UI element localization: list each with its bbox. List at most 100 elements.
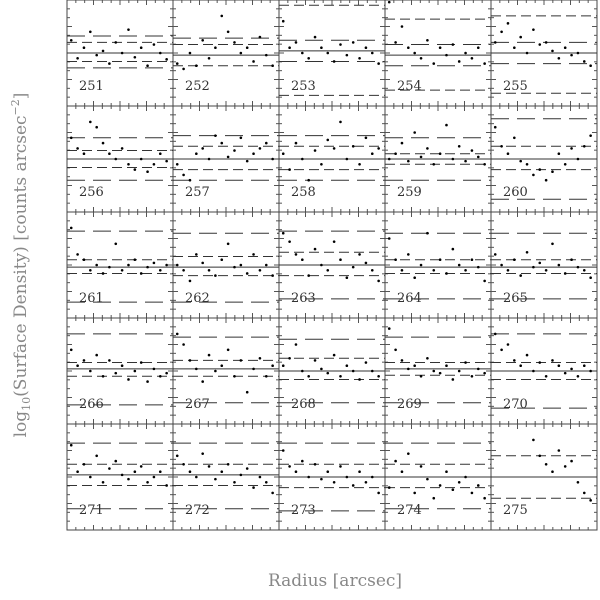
data-point bbox=[394, 258, 397, 262]
data-point bbox=[457, 481, 461, 484]
data-point bbox=[432, 496, 436, 500]
data-point bbox=[120, 473, 124, 477]
data-point bbox=[519, 274, 522, 277]
data-point bbox=[139, 272, 143, 275]
data-point bbox=[407, 253, 410, 256]
data-point bbox=[294, 41, 298, 44]
data-point bbox=[320, 163, 323, 166]
data-point bbox=[377, 375, 380, 378]
data-point bbox=[457, 60, 461, 63]
data-point bbox=[438, 258, 442, 262]
data-point bbox=[82, 359, 86, 362]
data-point bbox=[532, 28, 535, 31]
data-point bbox=[288, 46, 291, 49]
data-point bbox=[544, 41, 548, 44]
data-point bbox=[182, 173, 185, 177]
data-point bbox=[576, 157, 580, 161]
data-point bbox=[182, 462, 185, 466]
data-point bbox=[570, 53, 573, 57]
data-point bbox=[175, 454, 179, 458]
data-point bbox=[152, 475, 156, 479]
data-point bbox=[271, 364, 274, 368]
data-point bbox=[506, 22, 510, 25]
data-point bbox=[551, 242, 554, 246]
data-point bbox=[245, 390, 249, 394]
data-point bbox=[201, 38, 204, 42]
data-point bbox=[483, 163, 486, 166]
data-point bbox=[175, 62, 179, 65]
data-point bbox=[582, 491, 586, 495]
data-point bbox=[95, 353, 98, 357]
data-point bbox=[394, 41, 397, 44]
data-point bbox=[95, 263, 98, 267]
data-point bbox=[445, 470, 448, 474]
panel-label: 260 bbox=[503, 185, 528, 200]
data-point bbox=[557, 364, 561, 368]
data-point bbox=[570, 459, 573, 463]
data-point bbox=[152, 261, 156, 265]
data-point bbox=[114, 459, 118, 463]
data-point bbox=[538, 43, 542, 46]
data-point bbox=[413, 51, 416, 55]
data-point bbox=[570, 258, 573, 262]
data-point bbox=[152, 43, 156, 46]
data-point bbox=[201, 380, 204, 383]
data-point bbox=[82, 152, 86, 155]
panel-label: 267 bbox=[185, 397, 210, 412]
data-point bbox=[351, 265, 355, 269]
data-point bbox=[394, 152, 397, 155]
data-point bbox=[538, 168, 542, 171]
data-point bbox=[220, 470, 224, 474]
data-point bbox=[358, 253, 361, 256]
data-point bbox=[146, 265, 149, 269]
data-point bbox=[394, 348, 397, 352]
data-point bbox=[226, 462, 230, 466]
data-point bbox=[76, 57, 79, 60]
data-point bbox=[281, 231, 285, 235]
data-point bbox=[182, 343, 185, 346]
data-point bbox=[387, 327, 391, 330]
data-point bbox=[364, 481, 368, 484]
data-point bbox=[152, 367, 156, 371]
data-point bbox=[532, 173, 535, 177]
data-point bbox=[139, 46, 143, 49]
data-point bbox=[133, 258, 137, 262]
data-point bbox=[82, 258, 86, 262]
data-point bbox=[114, 371, 118, 375]
data-point bbox=[252, 152, 255, 155]
data-point bbox=[476, 484, 480, 487]
data-point bbox=[326, 51, 330, 55]
data-point bbox=[101, 272, 105, 275]
data-point bbox=[470, 57, 474, 60]
data-point bbox=[413, 491, 416, 495]
data-point bbox=[133, 470, 137, 474]
data-point bbox=[345, 364, 349, 368]
data-point bbox=[101, 49, 105, 53]
data-point bbox=[506, 343, 510, 346]
data-point bbox=[89, 30, 92, 34]
data-point bbox=[264, 481, 268, 484]
data-point bbox=[500, 30, 503, 34]
data-point bbox=[226, 242, 230, 246]
data-point bbox=[551, 359, 554, 362]
data-point bbox=[582, 144, 586, 148]
data-point bbox=[313, 359, 317, 362]
data-point bbox=[313, 35, 317, 39]
data-point bbox=[358, 163, 361, 166]
data-point bbox=[165, 159, 168, 163]
data-point bbox=[76, 364, 79, 368]
data-point bbox=[264, 375, 268, 378]
data-point bbox=[139, 361, 143, 364]
data-point bbox=[239, 359, 243, 362]
data-point bbox=[233, 149, 236, 152]
data-point bbox=[563, 465, 567, 468]
data-point bbox=[301, 258, 304, 262]
data-point bbox=[445, 272, 448, 275]
data-point bbox=[426, 231, 429, 235]
data-point bbox=[493, 253, 497, 256]
data-point bbox=[532, 369, 535, 373]
data-point bbox=[576, 481, 580, 484]
data-point bbox=[188, 51, 192, 55]
panel-label: 263 bbox=[291, 291, 316, 306]
data-point bbox=[451, 43, 455, 46]
